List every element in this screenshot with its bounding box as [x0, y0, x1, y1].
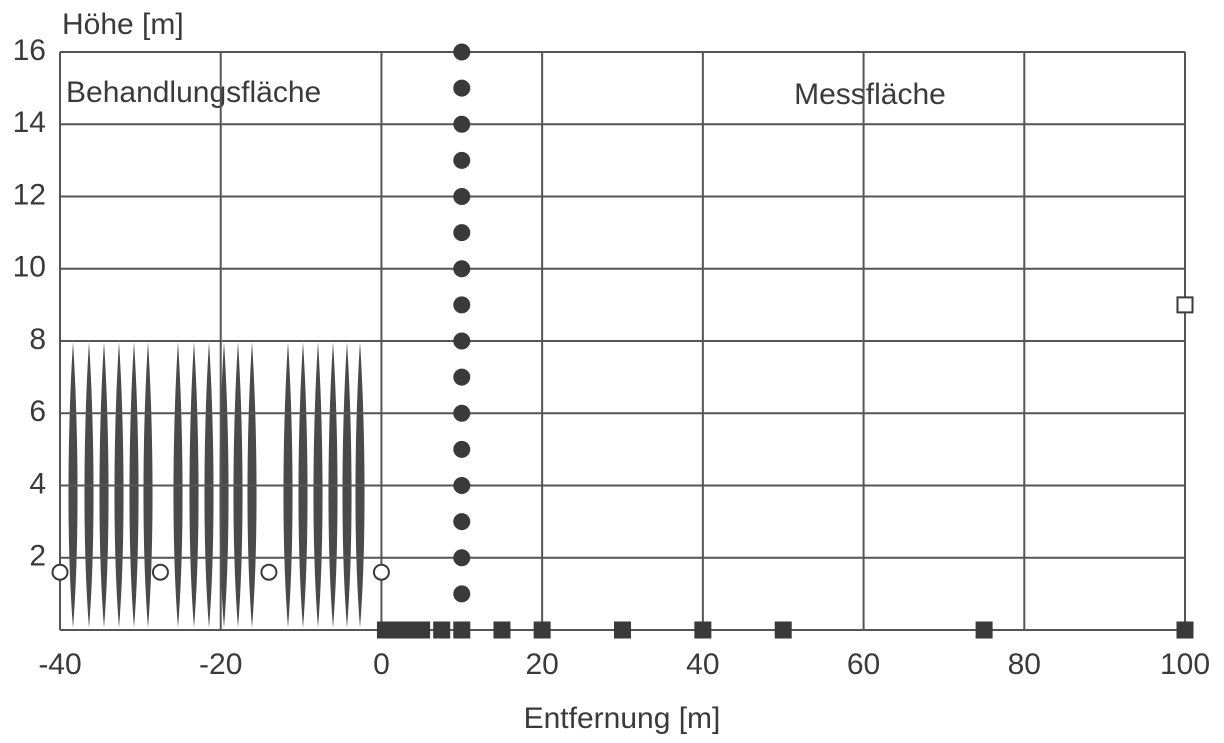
point [774, 621, 792, 639]
x-tick-label: 0 [373, 648, 390, 681]
point [614, 621, 631, 639]
point [453, 368, 471, 386]
x-axis-label: Entfernung [m] [524, 702, 721, 735]
point [453, 43, 471, 61]
y-tick-label: 6 [29, 395, 46, 428]
point [453, 585, 471, 603]
point [1176, 621, 1194, 639]
x-tick-label: 60 [847, 648, 880, 681]
point [453, 440, 471, 458]
point [453, 404, 471, 422]
y-tick-label: 8 [29, 323, 46, 356]
point [1176, 296, 1194, 314]
x-tick-label: 80 [1008, 648, 1041, 681]
x-tick-label: 100 [1160, 648, 1210, 681]
y-axis-label: Höhe [m] [62, 8, 184, 41]
point [453, 224, 471, 242]
point [51, 563, 69, 581]
point [453, 79, 471, 97]
point [453, 513, 471, 531]
y-tick-label: 12 [13, 178, 46, 211]
y-tick-label: 4 [29, 467, 46, 500]
x-tick-label: -40 [38, 648, 81, 681]
annotation: Messfläche [794, 78, 946, 111]
x-tick-label: 20 [525, 648, 558, 681]
point [493, 621, 511, 639]
point [151, 563, 169, 581]
y-tick-label: 16 [13, 34, 46, 67]
point [433, 621, 451, 639]
point [453, 549, 471, 567]
point [453, 296, 471, 314]
point [975, 621, 993, 639]
y-tick-label: 14 [13, 106, 46, 139]
x-tick-label: -20 [199, 648, 242, 681]
point [533, 621, 551, 639]
point [453, 477, 471, 494]
point [694, 621, 712, 639]
point [413, 621, 431, 639]
point [453, 621, 471, 639]
point [260, 563, 278, 581]
y-tick-label: 2 [29, 540, 46, 573]
point [453, 188, 471, 205]
point [453, 260, 471, 278]
x-tick-label: 40 [686, 648, 719, 681]
y-tick-label: 10 [13, 251, 46, 284]
point [372, 563, 390, 581]
annotation: Behandlungsfläche [66, 76, 321, 109]
point [453, 115, 471, 133]
point [453, 151, 471, 169]
point [453, 332, 471, 350]
